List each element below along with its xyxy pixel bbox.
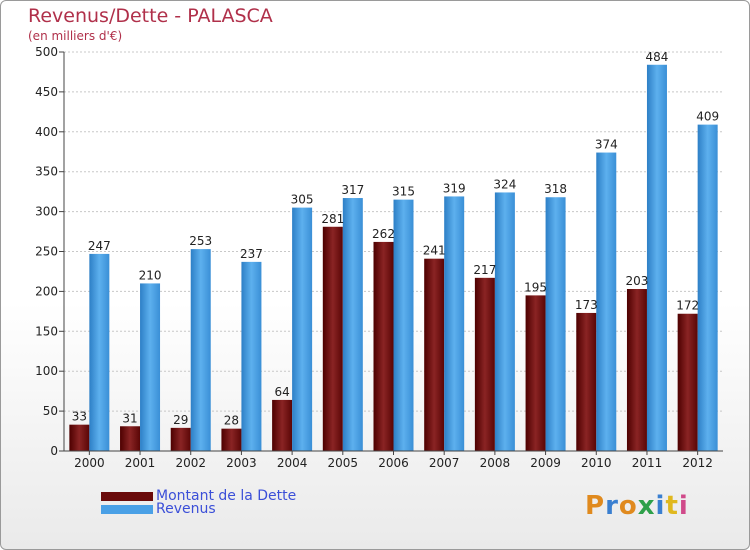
data-label-debt: 28 bbox=[224, 414, 239, 428]
data-label-revenue: 374 bbox=[595, 138, 618, 152]
data-label-debt: 203 bbox=[626, 274, 649, 288]
data-label-debt: 262 bbox=[372, 227, 395, 241]
y-tick-label: 350 bbox=[35, 165, 58, 179]
bar-revenue bbox=[494, 192, 515, 451]
data-label-debt: 195 bbox=[524, 280, 547, 294]
data-label-revenue: 253 bbox=[189, 234, 212, 248]
bar-debt bbox=[120, 426, 141, 451]
bar-revenue bbox=[190, 249, 211, 451]
y-tick-label: 250 bbox=[35, 245, 58, 259]
axes: 0 50 100 150 200 250 300 350 400 450 500 2000 2001 20… bbox=[35, 45, 723, 470]
legend-swatch-revenue bbox=[101, 504, 153, 514]
y-tick-label: 450 bbox=[35, 85, 58, 99]
legend-item-debt: Montant de la Dette bbox=[101, 488, 296, 504]
bar-debt bbox=[69, 424, 90, 451]
data-label-debt: 281 bbox=[321, 212, 344, 226]
data-labels: 33 247 31 210 29 253 28 237 64 305 281 317 262 315 241… bbox=[72, 50, 719, 428]
y-tick-label: 0 bbox=[50, 444, 58, 458]
data-label-revenue: 317 bbox=[341, 183, 364, 197]
bar-debt bbox=[170, 427, 191, 451]
bar-revenue bbox=[596, 152, 617, 451]
x-tick-label: 2010 bbox=[581, 456, 612, 470]
y-tick-label: 500 bbox=[35, 45, 58, 59]
bar-revenue bbox=[444, 196, 465, 451]
data-label-revenue: 210 bbox=[139, 268, 162, 282]
bar-revenue bbox=[140, 283, 161, 451]
bar-revenue bbox=[89, 253, 110, 451]
data-label-revenue: 324 bbox=[493, 177, 516, 191]
y-tick-label: 50 bbox=[43, 404, 58, 418]
data-label-debt: 241 bbox=[423, 244, 446, 258]
bar-debt bbox=[626, 289, 647, 451]
bar-debt bbox=[373, 241, 394, 451]
data-label-revenue: 318 bbox=[544, 182, 567, 196]
legend-item-revenue: Revenus bbox=[101, 501, 216, 517]
data-label-debt: 31 bbox=[122, 411, 137, 425]
data-label-debt: 172 bbox=[676, 299, 699, 313]
chart-subtitle: (en milliers d'€) bbox=[28, 29, 123, 43]
x-tick-label: 2009 bbox=[530, 456, 561, 470]
data-label-revenue: 247 bbox=[88, 239, 111, 253]
x-tick-label: 2001 bbox=[125, 456, 156, 470]
bar-revenue bbox=[697, 124, 718, 452]
x-tick-label: 2000 bbox=[74, 456, 105, 470]
bar-debt bbox=[221, 428, 242, 451]
y-tick-label: 150 bbox=[35, 324, 58, 338]
bar-debt bbox=[322, 226, 343, 451]
data-label-revenue: 305 bbox=[291, 193, 314, 207]
data-label-revenue: 319 bbox=[443, 181, 466, 195]
data-label-revenue: 484 bbox=[646, 50, 669, 64]
x-tick-label: 2006 bbox=[378, 456, 409, 470]
bar-debt bbox=[525, 295, 546, 451]
x-tick-label: 2012 bbox=[682, 456, 713, 470]
legend-swatch-debt bbox=[101, 491, 153, 501]
bar-debt bbox=[576, 312, 597, 451]
legend-label-debt: Montant de la Dette bbox=[156, 488, 297, 504]
data-label-revenue: 409 bbox=[696, 110, 719, 124]
x-tick-label: 2003 bbox=[226, 456, 257, 470]
data-label-debt: 33 bbox=[72, 410, 87, 424]
data-label-debt: 64 bbox=[274, 385, 289, 399]
x-tick-label: 2005 bbox=[328, 456, 359, 470]
x-tick-label: 2004 bbox=[277, 456, 308, 470]
y-tick-label: 200 bbox=[35, 284, 58, 298]
bar-revenue bbox=[646, 64, 667, 451]
bar-revenue bbox=[545, 197, 566, 451]
bar-revenue bbox=[342, 198, 363, 451]
bar-revenue bbox=[241, 261, 262, 451]
bar-debt bbox=[677, 313, 698, 451]
proxiti-logo: Proxiti bbox=[585, 491, 689, 521]
y-tick-label: 300 bbox=[35, 205, 58, 219]
data-label-revenue: 237 bbox=[240, 247, 263, 261]
data-label-debt: 173 bbox=[575, 298, 598, 312]
y-tick-label: 400 bbox=[35, 125, 58, 139]
bar-revenue bbox=[292, 207, 313, 451]
x-tick-label: 2002 bbox=[175, 456, 206, 470]
data-label-revenue: 315 bbox=[392, 185, 415, 199]
x-tick-label: 2008 bbox=[480, 456, 511, 470]
legend-label-revenue: Revenus bbox=[156, 501, 216, 517]
x-tick-label: 2011 bbox=[632, 456, 663, 470]
x-tick-label: 2007 bbox=[429, 456, 460, 470]
bar-revenue bbox=[393, 199, 414, 451]
bar-debt bbox=[424, 258, 445, 451]
chart-title: Revenus/Dette - PALASCA bbox=[28, 5, 273, 27]
bars bbox=[69, 64, 718, 452]
bar-debt bbox=[272, 399, 293, 451]
y-tick-label: 100 bbox=[35, 364, 58, 378]
data-label-debt: 217 bbox=[473, 263, 496, 277]
bar-debt bbox=[474, 277, 495, 451]
data-label-debt: 29 bbox=[173, 413, 188, 427]
